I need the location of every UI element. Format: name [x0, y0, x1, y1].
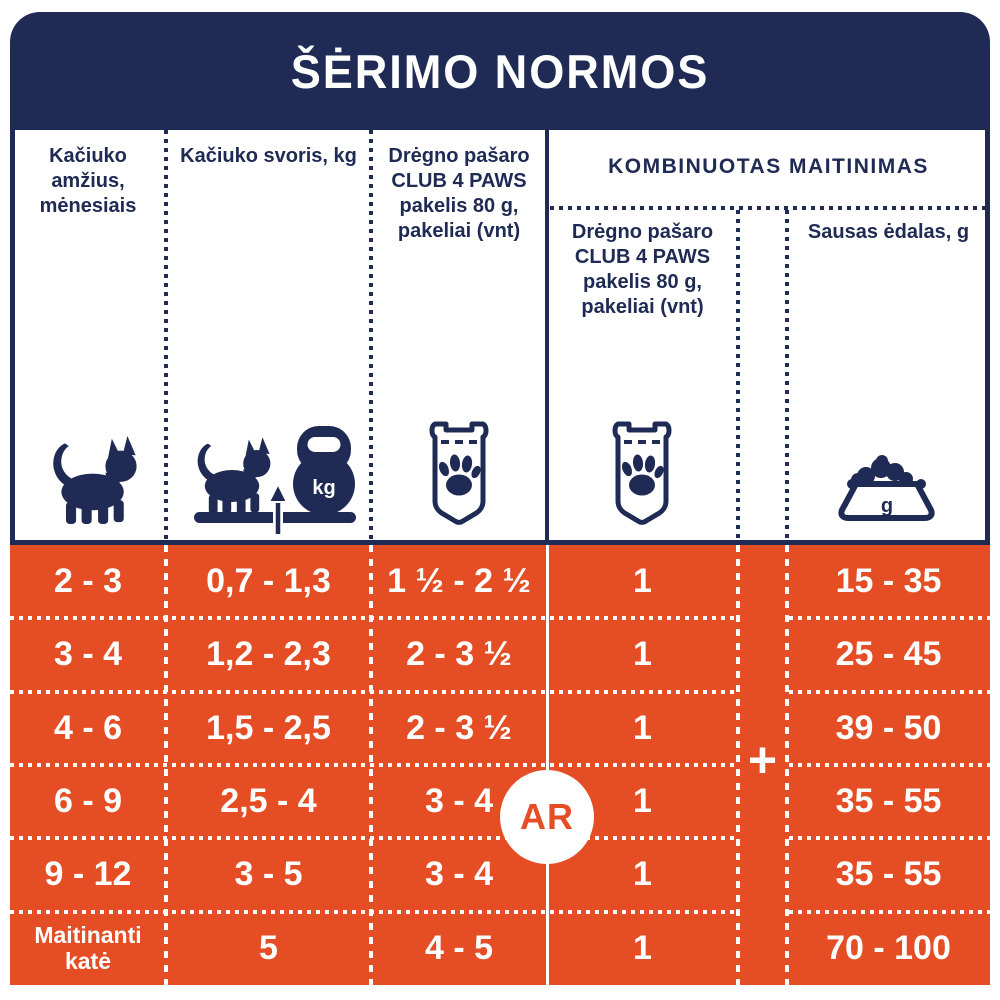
cell-combo-wet: 1: [633, 635, 652, 674]
row-divider: [10, 763, 736, 767]
cell-wet: 3 - 4: [424, 782, 494, 821]
cell-weight: 2,5 - 4: [220, 782, 317, 821]
table-row: Maitinanti katė 5 4 - 5 1 70 - 100: [10, 912, 990, 985]
cell-combo-wet: 1: [633, 708, 652, 747]
cell-age: Maitinanti katė: [34, 921, 142, 975]
table-row: 6 - 9 2,5 - 4 3 - 4 1 35 - 55: [10, 765, 990, 838]
column-header-weight: Kačiuko svoris, kg: [180, 145, 357, 167]
cell-dry: 25 - 45: [835, 635, 942, 674]
header-divider-dotted: [736, 210, 740, 540]
cell-wet: 2 - 3 ½: [406, 635, 512, 674]
left-border: [10, 130, 15, 545]
cell-weight: 5: [259, 928, 278, 967]
row-divider: [789, 763, 990, 767]
cell-age: 9 - 12: [44, 855, 132, 894]
cell-dry: 35 - 55: [835, 782, 942, 821]
column-header-combined-feeding: KOMBINUOTAS MAITINIMAS: [608, 155, 929, 178]
cell-dry: 70 - 100: [826, 928, 951, 967]
cell-wet: 2 - 3 ½: [406, 708, 512, 747]
header-divider-dotted: [164, 130, 168, 540]
svg-text:g: g: [881, 495, 893, 517]
wet-food-pouch-icon: [602, 415, 682, 533]
header-divider-solid: [545, 130, 549, 540]
combined-subheader-divider: [550, 206, 990, 210]
row-divider: [789, 690, 990, 694]
title-band: ŠĖRIMO NORMOS: [10, 12, 990, 130]
cell-plus-gap: [738, 545, 787, 618]
cell-wet: 1 ½ - 2 ½: [387, 562, 531, 601]
row-divider: [789, 836, 990, 840]
table-row: 9 - 12 3 - 5 3 - 4 1 35 - 55: [10, 838, 990, 911]
cell-weight: 1,5 - 2,5: [206, 708, 331, 747]
svg-text:kg: kg: [312, 477, 335, 499]
feeding-norms-poster: ŠĖRIMO NORMOS Kačiuko amžius, mėnesiais …: [10, 12, 990, 985]
kettlebell-icon: kg: [293, 426, 355, 515]
kitten-icon: [53, 436, 137, 524]
body-divider-dashed: [736, 545, 740, 985]
column-header-dry-food: Sausas ėdalas, g: [807, 221, 970, 243]
up-arrow-icon: [267, 481, 289, 503]
or-badge: AR: [500, 770, 594, 864]
cell-combo-wet: 1: [633, 782, 652, 821]
cell-wet: 4 - 5: [424, 928, 494, 967]
cell-weight: 0,7 - 1,3: [206, 562, 331, 601]
table-body: 2 - 3 0,7 - 1,3 1 ½ - 2 ½ 1 15 - 35 3 - …: [10, 545, 990, 985]
cell-wet: 3 - 4: [424, 855, 494, 894]
body-divider-dashed: [785, 545, 789, 985]
cell-combo-wet: 1: [633, 855, 652, 894]
table-rows: 2 - 3 0,7 - 1,3 1 ½ - 2 ½ 1 15 - 35 3 - …: [10, 545, 990, 985]
row-divider: [10, 910, 736, 914]
cell-combo-wet: 1: [633, 562, 652, 601]
header-divider-dotted: [369, 130, 373, 540]
column-header-combined-wet: Drėgno pašaro CLUB 4 PAWS pakelis 80 g, …: [571, 221, 714, 318]
cell-weight: 3 - 5: [234, 855, 303, 894]
header-body-divider: [10, 540, 990, 545]
column-header-age: Kačiuko amžius, mėnesiais: [39, 145, 137, 217]
cell-age: 2 - 3: [53, 562, 123, 601]
cell-plus-gap: [738, 838, 787, 911]
cell-dry: 39 - 50: [835, 708, 942, 747]
cell-weight: 1,2 - 2,3: [206, 635, 331, 674]
cell-combo-wet: 1: [633, 928, 652, 967]
dry-food-bowl-icon: g: [838, 455, 935, 521]
paw-print-icon: [438, 454, 481, 496]
kitten-on-scale-icon: kg: [194, 426, 356, 534]
right-border: [985, 130, 990, 545]
table-header: Kačiuko amžius, mėnesiais Kačiuko svoris…: [10, 130, 990, 540]
table-row: 2 - 3 0,7 - 1,3 1 ½ - 2 ½ 1 15 - 35: [10, 545, 990, 618]
cell-age: 3 - 4: [53, 635, 123, 674]
column-header-wet-food: Drėgno pašaro CLUB 4 PAWS pakelis 80 g, …: [388, 145, 530, 242]
row-divider: [10, 616, 736, 620]
table-row: 3 - 4 1,2 - 2,3 2 - 3 ½ 1 25 - 45: [10, 618, 990, 691]
cell-plus-gap: [738, 618, 787, 691]
header-divider-dotted: [785, 210, 789, 540]
cell-age: 4 - 6: [53, 708, 123, 747]
row-divider: [789, 910, 990, 914]
row-divider: [10, 836, 736, 840]
row-divider: [10, 690, 736, 694]
or-badge-label: AR: [520, 796, 574, 837]
cell-dry: 35 - 55: [835, 855, 942, 894]
cell-plus-gap: [738, 912, 787, 985]
page-title: ŠĖRIMO NORMOS: [290, 44, 710, 98]
table-row: 4 - 6 1,5 - 2,5 2 - 3 ½ 1 39 - 50: [10, 692, 990, 765]
row-divider: [789, 616, 990, 620]
cell-dry: 15 - 35: [835, 562, 942, 601]
cell-age: 6 - 9: [53, 782, 123, 821]
plus-sign: +: [747, 732, 778, 788]
wet-food-pouch-icon: [429, 421, 489, 525]
